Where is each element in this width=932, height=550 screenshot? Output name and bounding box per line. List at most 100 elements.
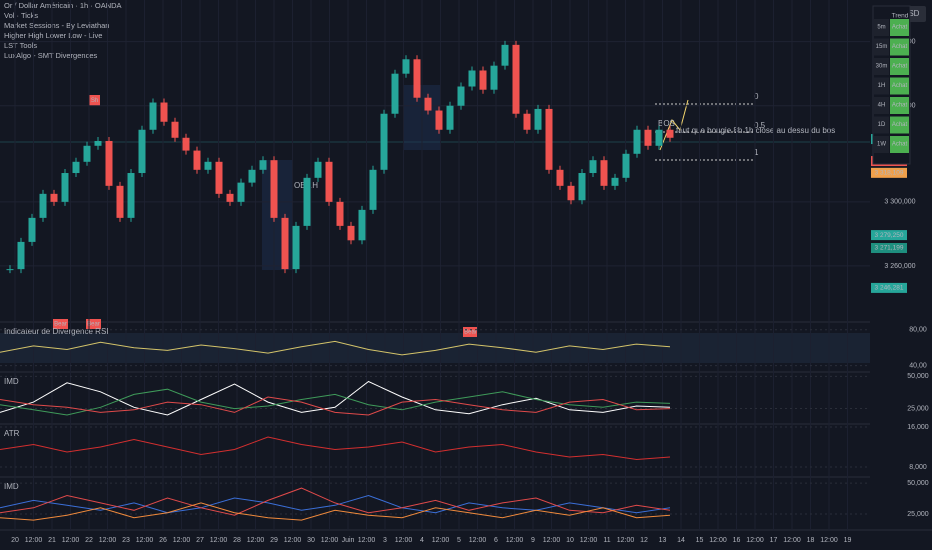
bear-tag	[463, 327, 478, 337]
candle	[6, 269, 14, 271]
trend-cell	[890, 19, 909, 36]
candle	[358, 209, 366, 241]
time-label: 18	[807, 537, 815, 544]
pane-label: IMD	[4, 377, 19, 386]
swing-tag	[89, 95, 100, 106]
candle	[39, 193, 47, 218]
indicator-name: Vol · Ticks	[4, 11, 38, 20]
price-tag-label: 3 279,250	[875, 232, 904, 239]
timeframe: 5m	[877, 25, 885, 31]
candle	[424, 97, 432, 111]
bear-label: Bear	[464, 330, 477, 336]
candle	[413, 59, 421, 98]
timeframe: 1H	[878, 83, 886, 89]
symbol-title: Or / Dollar Américain · 1h · OANDA	[4, 1, 122, 10]
pane-tick-label: 25,000	[907, 405, 929, 412]
trend: Achat	[892, 103, 908, 109]
time-label: 12:00	[543, 537, 561, 544]
price-tag	[871, 282, 907, 293]
time-label: 29	[270, 537, 278, 544]
currency[interactable]: USD	[903, 9, 920, 18]
indicator-name: Market Sessions - By Leviathan	[4, 21, 109, 30]
time-label: 20	[11, 537, 19, 544]
time-label: 12:00	[746, 537, 764, 544]
bear-tag	[53, 319, 68, 329]
candle	[193, 150, 201, 170]
fib-label: 0.5	[754, 121, 766, 130]
pane-label: Indicateur de Divergence RSI	[4, 327, 109, 336]
time-label: 12:00	[136, 537, 154, 544]
time-label: 12:00	[247, 537, 265, 544]
time-label: 12:00	[709, 537, 727, 544]
candle	[127, 173, 135, 218]
indicator-line	[0, 396, 671, 416]
time-label: 3	[383, 537, 387, 544]
candle	[534, 108, 542, 130]
candle	[83, 145, 91, 162]
time-label: 9	[531, 537, 535, 544]
time-label: 17	[770, 537, 778, 544]
candle	[281, 217, 289, 270]
time-label: 12:00	[25, 537, 43, 544]
time-label: 11	[603, 537, 610, 544]
candle	[600, 160, 608, 186]
pane-tick-label: 16,000	[907, 424, 929, 431]
candle	[303, 177, 311, 226]
candle	[72, 161, 80, 174]
indicator-line	[0, 436, 671, 461]
annotation: BOS	[658, 119, 675, 128]
pane-tick-label: 50,000	[907, 373, 929, 380]
tf-cell	[874, 116, 889, 134]
tf-cell	[874, 19, 889, 36]
candle	[468, 70, 476, 87]
time-label: 27	[196, 537, 204, 544]
fib-label: 1	[754, 148, 759, 157]
price-tag-label: 3 318,109	[875, 170, 904, 177]
table-header: Trend	[892, 13, 909, 20]
time-label: Juin	[342, 537, 355, 544]
time-label: 15	[696, 537, 704, 544]
price-tick-label: 3 260,000	[884, 263, 915, 270]
price-tag-label: 3 246,281	[875, 285, 904, 292]
trend-cell	[890, 58, 909, 75]
time-label: 12:00	[210, 537, 228, 544]
candle	[226, 193, 234, 202]
time-label: 21	[48, 537, 56, 544]
time-label: 6	[494, 537, 498, 544]
time-label: 28	[233, 537, 241, 544]
pane-tick-label: 50,000	[907, 480, 929, 487]
candle	[611, 177, 619, 186]
bear-label: Bear	[87, 322, 100, 328]
fib-label: 0	[754, 92, 759, 101]
time-label: 12:00	[617, 537, 635, 544]
candle	[204, 161, 212, 170]
timeframe: 1D	[878, 122, 886, 128]
time-label: 12:00	[783, 537, 801, 544]
candle	[479, 70, 487, 90]
candle	[457, 86, 465, 106]
time-label: 12:00	[469, 537, 487, 544]
time-label: 12:00	[321, 537, 339, 544]
tf-cell	[874, 97, 889, 114]
projection-arrow	[659, 99, 689, 151]
trend-cell	[890, 97, 909, 114]
time-label: 4	[420, 537, 424, 544]
candle	[644, 129, 652, 146]
price-tag	[871, 242, 907, 253]
candle	[237, 182, 245, 202]
pane-label: ATR	[4, 429, 20, 438]
time-label: 14	[677, 537, 685, 544]
bear-tag	[86, 319, 101, 329]
time-label: 12:00	[284, 537, 302, 544]
timeframe: 15m	[876, 44, 888, 50]
candle	[380, 113, 388, 170]
candle	[105, 140, 113, 186]
candle	[138, 129, 146, 174]
pane-label: IMD	[4, 482, 19, 491]
trend: Achat	[892, 142, 908, 148]
time-label: 12:00	[173, 537, 191, 544]
candle	[567, 185, 575, 201]
